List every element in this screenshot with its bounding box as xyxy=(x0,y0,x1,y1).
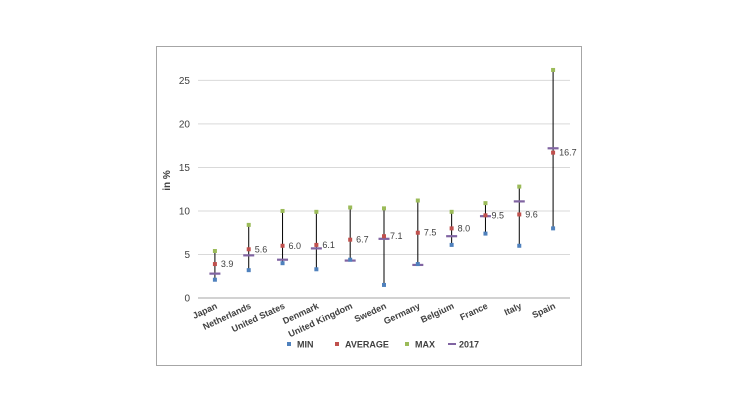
legend-label: MAX xyxy=(415,340,435,350)
mark-min xyxy=(382,282,386,287)
chart-frame: 0 5 10 15 20 25 in % 3.9 5.6 6.0 6.1 6.7 7.1 7.5 8.0… xyxy=(156,46,582,366)
legend-marker xyxy=(335,342,339,346)
mark-average xyxy=(314,242,319,247)
data-label: 7.5 xyxy=(424,228,437,238)
mark-max xyxy=(314,209,319,214)
mark-max xyxy=(483,201,488,206)
mark-average xyxy=(280,243,285,248)
mark-max xyxy=(382,206,386,211)
data-label: 8.0 xyxy=(458,223,471,233)
legend: MIN AVERAGE MAX 2017 xyxy=(287,340,479,350)
data-label: 7.1 xyxy=(390,231,403,241)
mark-min xyxy=(280,261,285,266)
data-labels: 3.9 5.6 6.0 6.1 6.7 7.1 7.5 8.0 9.5 9.6 16.7 xyxy=(221,148,577,269)
category-label: France xyxy=(458,301,489,323)
mark-max xyxy=(449,209,454,214)
y-tick-label: 10 xyxy=(179,206,191,217)
mark-average xyxy=(348,237,353,242)
data-label: 5.6 xyxy=(255,244,268,254)
mark-min xyxy=(314,267,319,272)
mark-max xyxy=(415,198,420,203)
y-tick-label: 15 xyxy=(179,163,191,174)
mark-average xyxy=(517,212,522,217)
data-label: 9.5 xyxy=(491,210,504,220)
mark-min xyxy=(449,242,454,247)
category-label: Germany xyxy=(382,301,422,327)
mark-max xyxy=(348,205,353,210)
mark-max xyxy=(246,222,251,227)
y-axis-label: in % xyxy=(162,170,173,191)
mark-max xyxy=(517,184,522,189)
y-tick-labels: 0 5 10 15 20 25 xyxy=(179,76,191,305)
mark-average xyxy=(415,230,420,235)
legend-label: 2017 xyxy=(459,340,479,350)
category-label: Italy xyxy=(503,301,524,318)
y-tick-label: 5 xyxy=(184,250,190,261)
data-label: 6.0 xyxy=(289,241,302,251)
mark-min xyxy=(212,277,217,282)
legend-label: AVERAGE xyxy=(345,340,389,350)
data-label: 6.7 xyxy=(356,235,369,245)
mark-min xyxy=(246,268,251,273)
mark-min xyxy=(415,262,420,267)
mark-average xyxy=(382,234,386,239)
mark-max xyxy=(551,67,556,72)
mark-min xyxy=(517,243,522,248)
legend-label: MIN xyxy=(297,340,314,350)
y-tick-label: 20 xyxy=(179,119,191,130)
chart-svg: 0 5 10 15 20 25 in % 3.9 5.6 6.0 6.1 6.7 7.1 7.5 8.0… xyxy=(162,67,577,350)
legend-marker xyxy=(405,342,409,346)
mark-average xyxy=(483,213,488,218)
data-label: 3.9 xyxy=(221,259,234,269)
y-tick-label: 0 xyxy=(184,294,190,305)
y-tick-label: 25 xyxy=(179,76,191,87)
category-label: Belgium xyxy=(419,301,455,325)
data-marks xyxy=(209,67,559,287)
mark-average xyxy=(449,226,454,231)
mark-average xyxy=(246,247,251,252)
mark-max xyxy=(212,249,217,253)
data-label: 6.1 xyxy=(322,240,335,250)
category-label: Spain xyxy=(530,301,556,320)
mark-min xyxy=(483,231,488,236)
legend-marker xyxy=(287,342,291,346)
data-label: 16.7 xyxy=(559,148,577,158)
data-label: 9.6 xyxy=(525,209,538,219)
mark-average xyxy=(551,150,556,155)
mark-min xyxy=(348,257,353,262)
mark-average xyxy=(212,262,217,267)
mark-max xyxy=(280,208,285,213)
mark-min xyxy=(551,226,556,231)
